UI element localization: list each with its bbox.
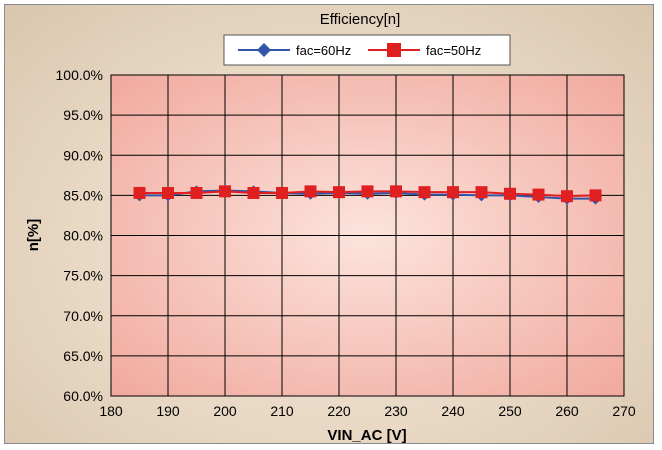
legend-label-fac-60hz: fac=60Hz xyxy=(296,43,351,58)
data-point-square xyxy=(361,185,374,198)
x-tick-label: 250 xyxy=(498,403,522,419)
x-axis-title: VIN_AC [V] xyxy=(327,427,406,444)
x-tick-label: 200 xyxy=(213,403,237,419)
data-point-square xyxy=(247,186,260,199)
data-point-square xyxy=(133,186,146,199)
legend-label-fac-50hz: fac=50Hz xyxy=(426,43,481,58)
legend-item-fac-60hz: fac=60Hz xyxy=(238,43,351,58)
x-tick-label: 230 xyxy=(384,403,408,419)
data-point-square xyxy=(561,190,573,203)
legend-square-marker xyxy=(387,43,401,57)
data-point-square xyxy=(276,186,288,199)
y-tick-label: 70.0% xyxy=(63,308,103,324)
x-tick-label: 220 xyxy=(327,403,351,419)
legend-item-fac-50hz: fac=50Hz xyxy=(368,43,481,58)
x-tick-label: 210 xyxy=(270,403,294,419)
data-point-square xyxy=(418,186,431,199)
y-tick-label: 60.0% xyxy=(63,388,103,404)
y-tick-label: 65.0% xyxy=(63,348,103,364)
data-point-square xyxy=(190,186,203,199)
y-tick-labels: 60.0% 65.0% 70.0% 75.0% 80.0% 85.0% 90.0% 95.0%… xyxy=(56,67,103,404)
data-point-square xyxy=(219,185,231,198)
y-tick-label: 100.0% xyxy=(56,67,103,83)
legend-diamond-marker xyxy=(257,43,271,57)
y-tick-label: 80.0% xyxy=(63,228,103,244)
data-point-square xyxy=(475,186,488,199)
y-tick-label: 75.0% xyxy=(63,268,103,284)
legend: fac=60Hz fac=50Hz xyxy=(223,34,511,66)
y-tick-label: 90.0% xyxy=(63,147,103,163)
x-tick-label: 240 xyxy=(441,403,465,419)
series-layer xyxy=(133,184,602,205)
y-axis-title: n[%] xyxy=(25,219,42,252)
chart-title: Efficiency[n] xyxy=(320,11,401,28)
data-point-square xyxy=(447,186,459,199)
grid xyxy=(110,74,625,397)
series-fac-50hz xyxy=(133,185,602,203)
x-tick-label: 260 xyxy=(555,403,579,419)
x-tick-labels: 180 190 200 210 220 230 240 250 260 270 xyxy=(99,403,636,419)
data-point-square xyxy=(304,185,317,198)
data-point-square xyxy=(333,186,345,199)
x-tick-label: 180 xyxy=(99,403,123,419)
data-point-square xyxy=(390,185,402,198)
x-tick-label: 270 xyxy=(612,403,636,419)
y-tick-label: 95.0% xyxy=(63,107,103,123)
data-point-square xyxy=(589,189,602,202)
x-tick-label: 190 xyxy=(156,403,180,419)
data-point-square xyxy=(162,186,174,199)
data-point-square xyxy=(504,187,516,200)
y-tick-label: 85.0% xyxy=(63,187,103,203)
data-point-square xyxy=(532,188,545,201)
